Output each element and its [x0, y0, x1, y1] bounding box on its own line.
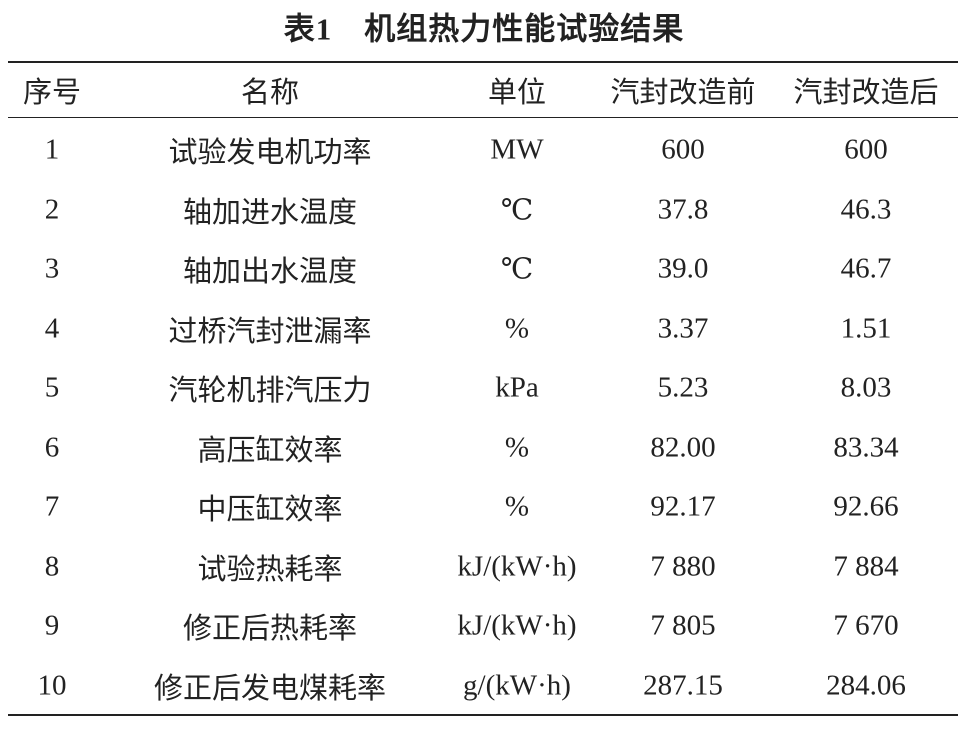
table-cell: 中压缸效率: [197, 494, 343, 526]
table-cell: kJ/(kW·h): [457, 550, 577, 582]
table-cell: 600: [661, 133, 705, 166]
header-rule: [8, 117, 958, 118]
top-rule: [8, 61, 958, 63]
table-cell: 4: [44, 312, 60, 344]
table-cell: 试验热耗率: [197, 553, 343, 586]
table-cell: 46.3: [840, 193, 892, 225]
table-cell: 3.37: [657, 312, 709, 344]
header-cell: 汽封改造后: [793, 77, 939, 109]
header-cell: 汽封改造前: [610, 77, 756, 109]
table-cell: 轴加进水温度: [182, 196, 358, 229]
table-cell: kPa: [495, 371, 539, 404]
table-cell: 轴加出水温度: [182, 256, 358, 288]
table-cell: 3: [44, 252, 60, 285]
table-cell: 7 805: [650, 609, 716, 642]
table-cell: 高压缸效率: [197, 434, 343, 467]
table-cell: 600: [844, 133, 888, 166]
table-cell: 8: [44, 550, 60, 582]
table-cell: 5: [44, 371, 60, 404]
header-cell: 单位: [487, 77, 547, 109]
header-cell: 名称: [240, 77, 300, 109]
table-cell: 1.51: [840, 312, 892, 344]
table-cell: 39.0: [657, 252, 709, 285]
table-cell: ℃: [500, 194, 534, 226]
table-cell: 7: [44, 490, 60, 523]
table-cell: 7 670: [833, 609, 899, 642]
table-cell: 287.15: [643, 669, 723, 701]
table-cell: 2: [44, 193, 60, 225]
table-cell: 284.06: [826, 669, 906, 701]
table-cell: ℃: [500, 253, 534, 286]
table-cell: 8.03: [840, 371, 892, 404]
bottom-rule: [8, 714, 958, 716]
table-cell: 92.17: [650, 490, 716, 523]
table-cell: 10: [37, 669, 67, 701]
table-cell: 46.7: [840, 252, 892, 285]
table-cell: 5.23: [657, 371, 709, 404]
table-cell: %: [504, 312, 530, 344]
table-cell: 过桥汽封泄漏率: [168, 315, 372, 348]
table-cell: g/(kW·h): [463, 669, 571, 701]
table-cell: MW: [490, 133, 544, 166]
table-cell: %: [504, 431, 530, 463]
header-cell: 序号: [22, 77, 82, 109]
table-title: 表1 机组热力性能试验结果: [283, 11, 685, 47]
table-cell: 6: [44, 431, 60, 463]
table-cell: 修正后热耗率: [182, 613, 358, 645]
table-cell: kJ/(kW·h): [457, 609, 577, 642]
table-cell: 试验发电机功率: [168, 137, 372, 169]
table-cell: 修正后发电煤耗率: [153, 672, 387, 705]
table-cell: 9: [44, 609, 60, 642]
table-cell: 7 880: [650, 550, 716, 582]
table-cell: 82.00: [650, 431, 716, 463]
table-cell: 92.66: [833, 490, 899, 523]
table-cell: 83.34: [833, 431, 899, 463]
table-cell: %: [504, 490, 530, 523]
table-cell: 37.8: [657, 193, 709, 225]
table-cell: 汽轮机排汽压力: [168, 375, 372, 407]
table-cell: 1: [44, 133, 60, 166]
table-cell: 7 884: [833, 550, 899, 582]
